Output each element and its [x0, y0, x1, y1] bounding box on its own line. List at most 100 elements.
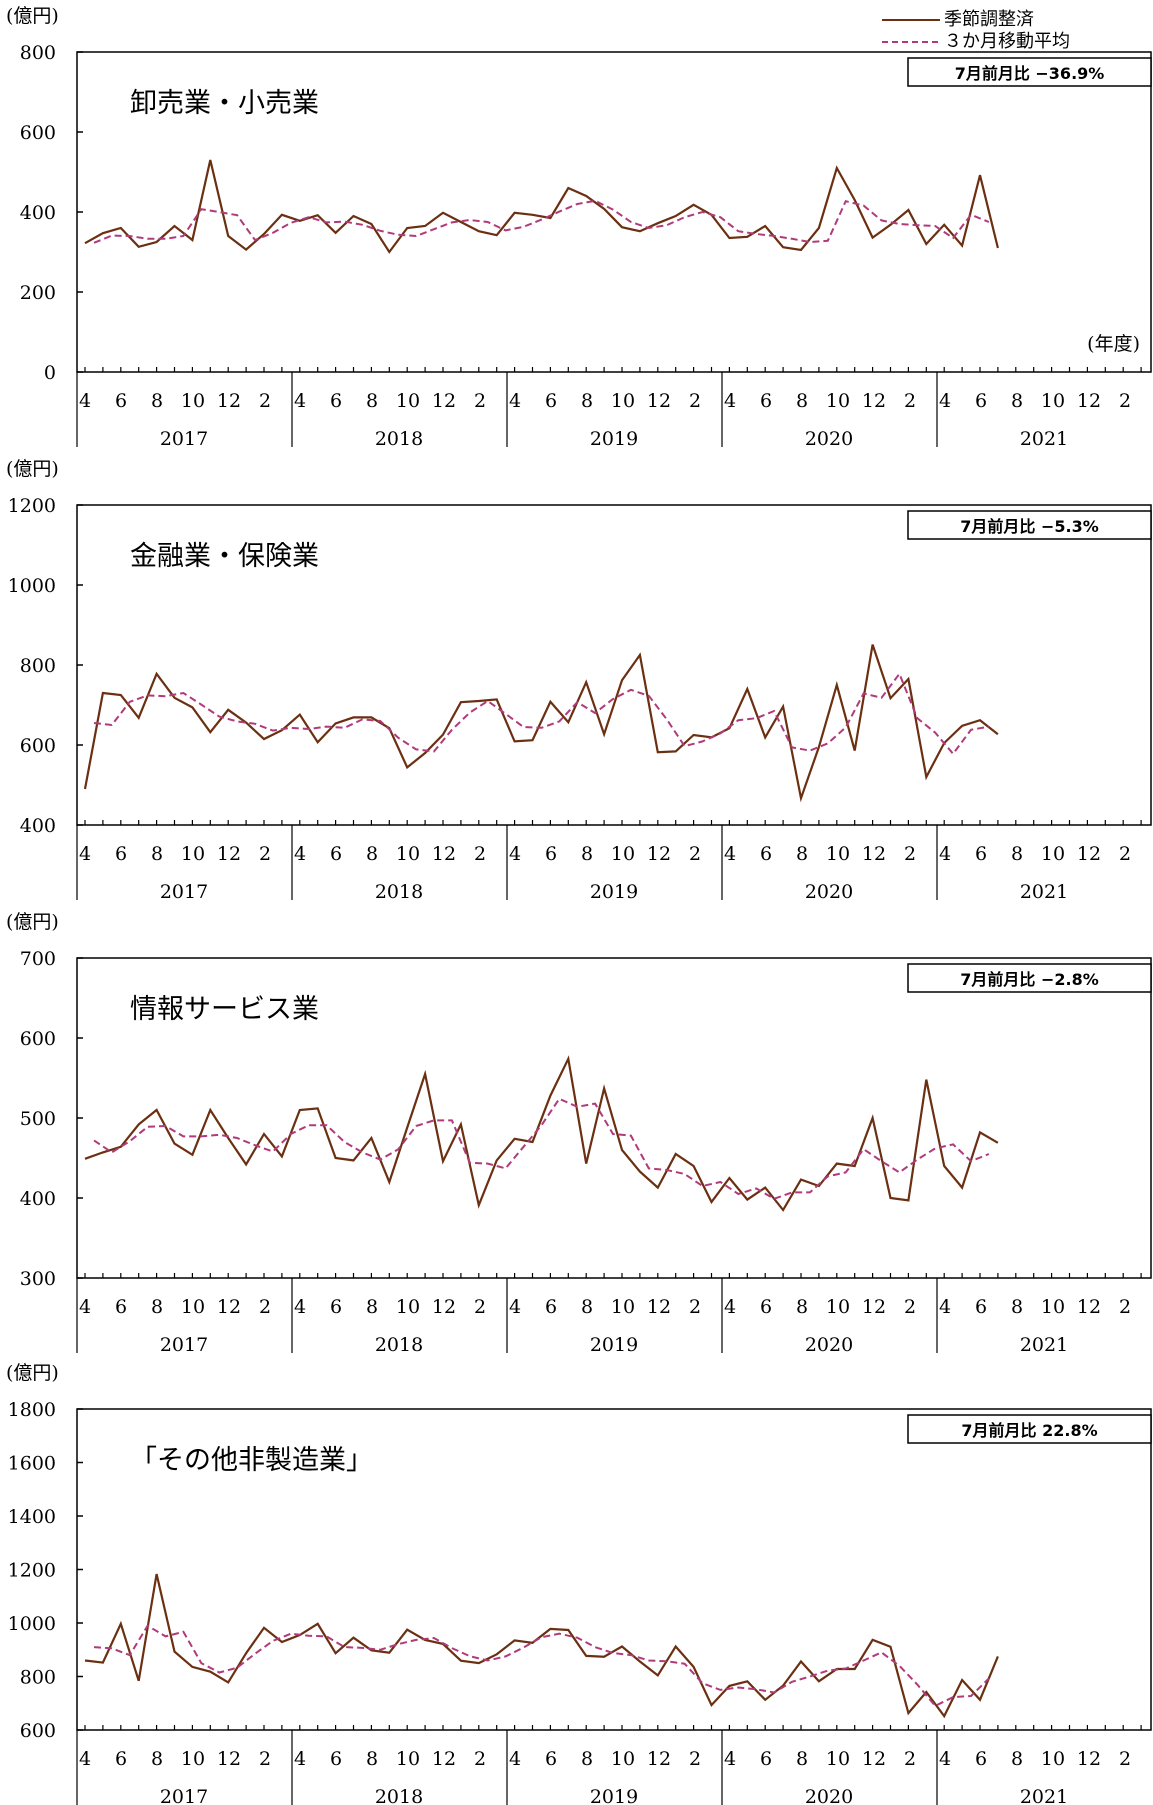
y-tick-label: 200 — [20, 282, 56, 304]
x-tick-label: 10 — [396, 1748, 420, 1770]
x-tick-label: 10 — [396, 1296, 420, 1318]
x-year-label: 2020 — [805, 881, 853, 903]
x-tick-label: 6 — [975, 843, 987, 865]
change-badge-text: 7月前月比 −5.3% — [960, 517, 1099, 536]
x-tick-label: 8 — [366, 1748, 378, 1770]
x-tick-label: 12 — [1077, 1296, 1101, 1318]
x-tick-label: 4 — [724, 843, 736, 865]
x-tick-label: 10 — [181, 390, 205, 412]
moving-average-line — [93, 671, 990, 756]
x-tick-label: 8 — [151, 843, 163, 865]
x-year-label: 2021 — [1020, 428, 1068, 450]
x-tick-label: 2 — [1119, 1296, 1131, 1318]
y-tick-label: 1000 — [8, 1613, 56, 1635]
x-tick-label: 8 — [1011, 390, 1023, 412]
y-unit-label: (億円) — [6, 458, 59, 480]
x-tick-label: 12 — [1077, 843, 1101, 865]
x-tick-label: 4 — [79, 1748, 91, 1770]
x-tick-label: 10 — [826, 843, 850, 865]
x-tick-label: 12 — [1077, 1748, 1101, 1770]
x-tick-label: 8 — [366, 390, 378, 412]
x-tick-label: 12 — [432, 843, 456, 865]
x-tick-label: 6 — [760, 843, 772, 865]
x-tick-label: 4 — [79, 843, 91, 865]
x-tick-label: 10 — [611, 1748, 635, 1770]
x-tick-label: 10 — [826, 390, 850, 412]
y-tick-label: 700 — [20, 948, 56, 970]
x-tick-label: 8 — [366, 1296, 378, 1318]
x-tick-label: 12 — [647, 843, 671, 865]
x-tick-label: 8 — [581, 390, 593, 412]
x-tick-label: 10 — [396, 390, 420, 412]
x-tick-label: 8 — [1011, 843, 1023, 865]
x-tick-label: 10 — [396, 843, 420, 865]
y-tick-label: 1800 — [8, 1399, 56, 1421]
x-year-label: 2017 — [160, 1786, 208, 1805]
x-tick-label: 6 — [760, 390, 772, 412]
y-tick-label: 400 — [20, 1188, 56, 1210]
moving-average-line — [93, 1624, 990, 1708]
x-tick-label: 6 — [330, 843, 342, 865]
x-year-label: 2017 — [160, 881, 208, 903]
x-tick-label: 12 — [217, 1748, 241, 1770]
x-tick-label: 8 — [366, 843, 378, 865]
change-badge-text: 7月前月比 −36.9% — [955, 64, 1105, 83]
chart-title: 情報サービス業 — [130, 994, 319, 1025]
x-tick-label: 8 — [796, 1296, 808, 1318]
chart-panel-4: (億円) 600 800 1000 1200 1400 1600 1800 4 6 8 10 12 2 20… — [6, 1362, 1152, 1805]
x-tick-label: 4 — [294, 390, 306, 412]
x-year-label: 2020 — [805, 1786, 853, 1805]
x-tick-label: 2 — [904, 390, 916, 412]
x-tick-label: 4 — [939, 1748, 951, 1770]
x-tick-label: 4 — [294, 1748, 306, 1770]
x-tick-label: 12 — [862, 1748, 886, 1770]
chart-title: 「その他非製造業」 — [130, 1445, 373, 1476]
x-tick-label: 6 — [115, 1748, 127, 1770]
x-tick-label: 8 — [796, 390, 808, 412]
x-tick-label: 8 — [581, 1296, 593, 1318]
x-tick-label: 4 — [509, 1296, 521, 1318]
chart-title: 金融業・保険業 — [130, 541, 319, 572]
x-tick-label: 4 — [724, 1748, 736, 1770]
x-tick-label: 12 — [432, 1296, 456, 1318]
x-tick-label: 6 — [975, 1748, 987, 1770]
x-tick-label: 8 — [1011, 1296, 1023, 1318]
chart-panel-2: (億円) 400 600 800 1000 1200 4 6 8 10 12 2 2017 4 6 8 10 12… — [6, 458, 1152, 903]
y-tick-label: 1000 — [8, 575, 56, 597]
y-tick-label: 600 — [20, 122, 56, 144]
y-tick-label: 600 — [20, 735, 56, 757]
x-tick-label: 10 — [611, 1296, 635, 1318]
x-year-label: 2018 — [375, 1786, 423, 1805]
moving-average-line — [93, 199, 990, 244]
seasonal-adjusted-line — [84, 1573, 999, 1719]
x-tick-label: 12 — [217, 843, 241, 865]
x-tick-label: 2 — [259, 1748, 271, 1770]
x-tick-label: 12 — [647, 1748, 671, 1770]
x-tick-label: 8 — [151, 1748, 163, 1770]
x-tick-label: 8 — [151, 1296, 163, 1318]
x-tick-label: 10 — [181, 843, 205, 865]
y-tick-label: 600 — [20, 1720, 56, 1742]
x-year-label: 2019 — [590, 1334, 638, 1356]
x-tick-label: 6 — [975, 390, 987, 412]
seasonal-adjusted-line — [84, 1055, 999, 1212]
x-tick-label: 10 — [1041, 1748, 1065, 1770]
x-tick-label: 6 — [545, 1748, 557, 1770]
x-tick-label: 4 — [509, 390, 521, 412]
change-badge-box — [907, 1414, 1152, 1444]
y-tick-label: 300 — [20, 1268, 56, 1290]
change-badge-box — [907, 963, 1152, 993]
x-tick-label: 6 — [330, 1748, 342, 1770]
fiscal-year-label: (年度) — [1087, 333, 1140, 355]
x-year-label: 2020 — [805, 1334, 853, 1356]
x-year-label: 2018 — [375, 1334, 423, 1356]
x-tick-label: 2 — [474, 390, 486, 412]
x-tick-label: 10 — [181, 1748, 205, 1770]
x-tick-label: 6 — [760, 1296, 772, 1318]
x-tick-label: 4 — [724, 390, 736, 412]
x-tick-label: 10 — [1041, 390, 1065, 412]
y-unit-label: (億円) — [6, 5, 59, 27]
x-tick-label: 12 — [647, 390, 671, 412]
x-tick-label: 2 — [474, 1296, 486, 1318]
x-tick-label: 8 — [1011, 1748, 1023, 1770]
